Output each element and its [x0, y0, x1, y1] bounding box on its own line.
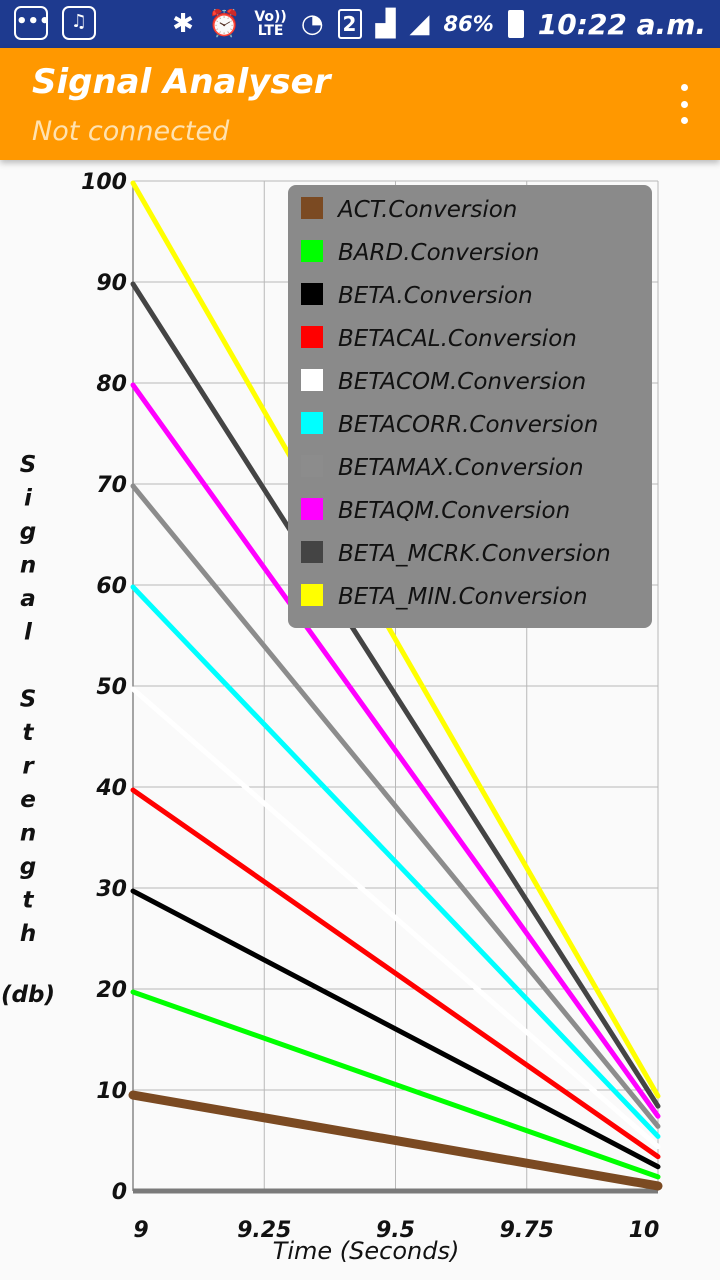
y-label-unit: (db) [1, 982, 55, 1008]
y-label-char: a [20, 586, 36, 612]
series-line-betacorr-conversion [130, 584, 661, 1139]
series-line-bard-conversion [130, 989, 661, 1180]
more-vert-icon[interactable] [674, 84, 694, 124]
legend-entry: BARD.Conversion [338, 240, 539, 266]
y-tick-label: 10 [96, 1079, 127, 1104]
legend-swatch [301, 240, 323, 262]
alarm-icon: ⏰ [207, 9, 241, 39]
x-tick-label: 9.5 [376, 1218, 415, 1243]
legend-entry: ACT.Conversion [336, 197, 517, 223]
y-tick-label: 90 [96, 271, 127, 296]
x-tick-label: 9.25 [237, 1218, 291, 1243]
series-line-act-conversion [128, 1090, 663, 1191]
legend-swatch [301, 455, 323, 477]
x-tick-label: 10 [629, 1218, 660, 1243]
series-line-betacom-conversion [130, 686, 661, 1150]
y-tick-label: 40 [95, 776, 127, 801]
y-axis-ticks: 0 10 20 30 40 50 60 70 80 90 100 [81, 170, 127, 1205]
network-label-bottom: LTE [257, 23, 284, 39]
y-label-char: g [20, 519, 36, 545]
y-label-char: g [20, 854, 36, 880]
legend-swatch [301, 412, 323, 434]
legend-entry: BETACAL.Conversion [338, 326, 577, 352]
legend-swatch [301, 326, 323, 348]
y-tick-label: 80 [96, 372, 127, 397]
battery-percent: 86% [443, 12, 494, 36]
y-label-char: e [20, 787, 36, 813]
y-label-char: h [20, 921, 36, 947]
legend-swatch [301, 541, 323, 563]
x-tick-label: 9 [133, 1218, 148, 1243]
app-title: Signal Analyser [32, 62, 331, 102]
series-line-beta-min-conversion [130, 180, 661, 1099]
clock: 10:22 a.m. [537, 7, 706, 41]
legend-entry: BETAMAX.Conversion [338, 455, 584, 481]
y-label-char: n [20, 821, 36, 847]
legend-swatch [301, 369, 323, 391]
legend-entry: BETACORR.Conversion [338, 412, 598, 438]
legend-box [288, 185, 652, 628]
legend-entry: BETA_MCRK.Conversion [338, 541, 611, 567]
legend-swatch [301, 283, 323, 305]
y-label-char: r [22, 754, 35, 780]
app-bar: Signal Analyser Not connected [0, 48, 720, 160]
chart-legend: ACT.Conversion BARD.Conversion BETA.Conver… [288, 185, 652, 628]
y-tick-label: 60 [96, 574, 127, 599]
x-tick-label: 9.75 [500, 1218, 554, 1243]
chat-icon: ••• [14, 6, 51, 40]
signal-chart: 0 10 20 30 40 50 60 70 80 90 100 9 9.25 9.5 9.75 10 Si… [1, 170, 663, 1265]
y-tick-label: 20 [96, 978, 127, 1003]
legend-swatch [301, 498, 323, 520]
x-axis-ticks: 9 9.25 9.5 9.75 10 [133, 1218, 659, 1243]
sim-slot-badge: 2 [337, 9, 362, 39]
wifi-icon: ◔ [300, 9, 324, 39]
y-label-char: n [20, 553, 36, 579]
legend-swatch [301, 584, 323, 606]
y-label-char: S [20, 687, 37, 713]
network-label-top: Vo)) [254, 9, 287, 25]
y-label-char: S [20, 452, 37, 478]
x-axis-label: Time (Seconds) [273, 1237, 460, 1265]
y-tick-label: 70 [96, 473, 127, 498]
battery-charging-icon [507, 10, 524, 38]
app-icon: ♫ [62, 6, 96, 40]
series-line-beta-conversion [130, 888, 661, 1170]
legend-entry: BETA.Conversion [338, 283, 533, 309]
y-tick-label: 0 [112, 1180, 127, 1205]
signal-icon-2: ◢ [409, 9, 430, 39]
connection-status: Not connected [32, 116, 230, 147]
chart-series [128, 180, 663, 1191]
series-line-betacal-conversion [130, 787, 661, 1160]
legend-entry: BETAQM.Conversion [338, 498, 570, 524]
y-tick-label: 50 [96, 675, 127, 700]
series-line-beta-mcrk-conversion [130, 281, 661, 1109]
y-label-char: l [24, 620, 33, 646]
bluetooth-icon: ✱ [172, 9, 194, 39]
legend-entry: BETA_MIN.Conversion [338, 584, 588, 610]
y-label-char: t [23, 888, 35, 914]
legend-swatch [301, 197, 323, 219]
status-bar: ••• ♫ ✱ ⏰ Vo)) LTE ◔ 2 ▟ ◢ 86% 10:22 a.m… [0, 0, 720, 48]
y-label-char: t [23, 720, 35, 746]
series-line-betamax-conversion [130, 483, 661, 1129]
series-line-betaqm-conversion [130, 382, 661, 1119]
legend-entry: BETACOM.Conversion [338, 369, 586, 395]
y-tick-label: 30 [96, 877, 127, 902]
signal-icon: ▟ [375, 9, 396, 39]
y-tick-label: 100 [81, 170, 127, 195]
y-label-char: i [24, 486, 33, 512]
network-type: Vo)) LTE [254, 10, 286, 38]
